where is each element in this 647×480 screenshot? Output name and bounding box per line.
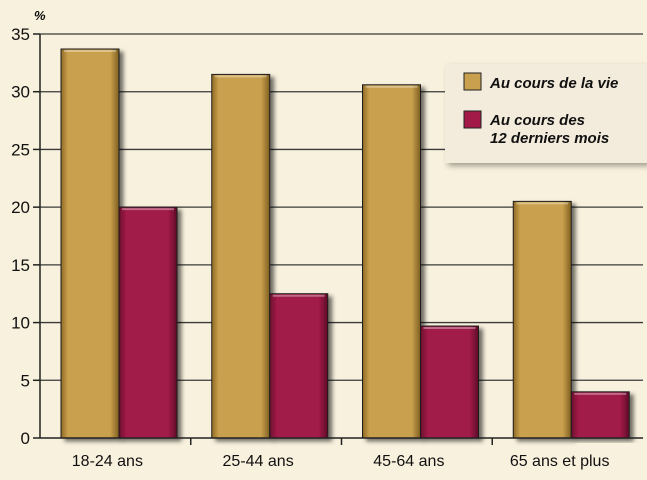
legend-label-last-12-months: Au cours des 12 derniers mois	[489, 112, 609, 147]
x-category-labels: 18-24 ans 25-44 ans 45-64 ans 65 ans et plu…	[72, 453, 610, 470]
y-tick-label: 35	[11, 25, 30, 44]
bar-last-12-months	[570, 391, 630, 439]
y-tick-label: 15	[11, 256, 30, 275]
bar-lifetime	[362, 84, 421, 439]
legend-swatch-lifetime	[463, 72, 482, 91]
axes	[33, 33, 643, 445]
y-tick-label: 30	[11, 83, 30, 102]
y-tick-label: 5	[21, 371, 30, 390]
y-tick-label: 0	[21, 429, 30, 448]
y-tick-label: 20	[11, 198, 30, 217]
y-tick-labels: 0 5 10 15 20 25 30 35	[11, 25, 30, 448]
legend-swatch-last-12-months	[463, 110, 482, 129]
legend-label-line-2: 12 derniers mois	[490, 130, 609, 147]
bar-lifetime	[60, 48, 120, 439]
bar-last-12-months	[269, 293, 329, 439]
x-category-label: 65 ans et plus	[510, 453, 610, 470]
y-tick-label: 10	[11, 314, 30, 333]
bar-last-12-months	[420, 325, 479, 439]
legend-label-lifetime: Au cours de la vie	[489, 75, 618, 92]
y-tick-label: 25	[11, 140, 30, 159]
x-category-label: 45-64 ans	[373, 453, 444, 470]
bar-last-12-months	[118, 206, 178, 439]
legend: Au cours de la vie Au cours des 12 derni…	[445, 64, 647, 163]
bars	[60, 48, 630, 439]
x-category-label: 18-24 ans	[72, 453, 143, 470]
x-category-label: 25-44 ans	[223, 453, 294, 470]
bar-lifetime	[512, 200, 572, 439]
y-unit-label: %	[34, 8, 46, 23]
legend-label-line-1: Au cours des	[489, 112, 585, 129]
bar-lifetime	[211, 73, 271, 439]
